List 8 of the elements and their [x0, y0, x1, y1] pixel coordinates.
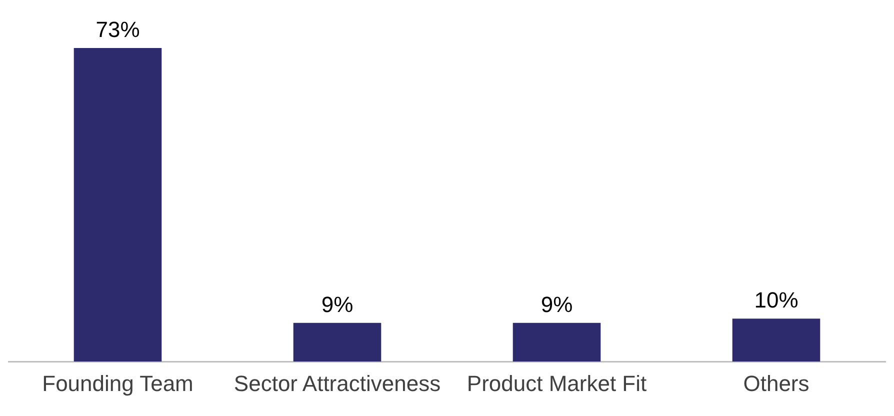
data-label: 10%	[754, 288, 798, 313]
x-tick-label: Founding Team	[42, 370, 194, 396]
x-tick-label: Sector Attractiveness	[234, 370, 441, 396]
data-label: 9%	[321, 292, 354, 317]
x-tick-label: Others	[743, 370, 810, 396]
data-label: 9%	[540, 292, 573, 317]
data-label: 73%	[96, 17, 140, 42]
x-tick-label: Product Market Fit	[466, 370, 647, 396]
